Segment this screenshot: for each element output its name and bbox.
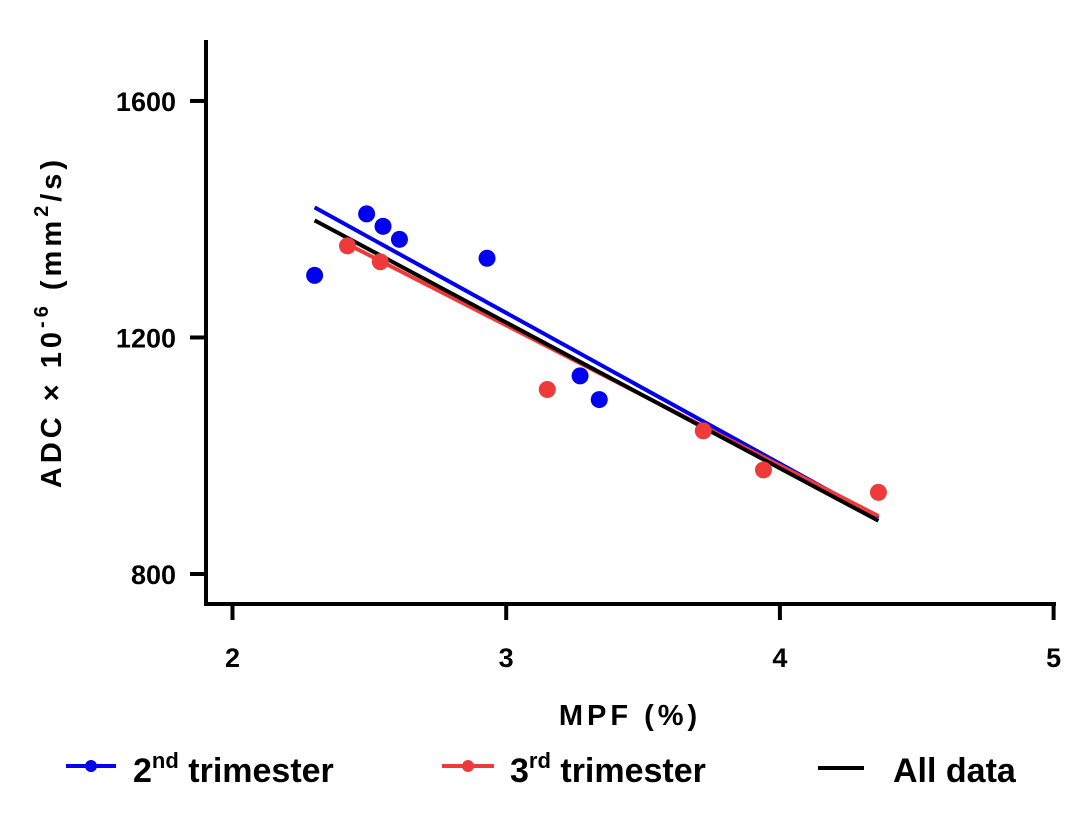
- y-tick-label: 1200: [116, 323, 176, 353]
- legend-item-2nd-trimester: 2nd trimester: [66, 748, 334, 790]
- y-axis-title-exponent: -6: [31, 302, 53, 328]
- data-point-2nd-trimester: [390, 230, 408, 248]
- legend-item-3rd-trimester: 3rd trimester: [442, 748, 706, 790]
- x-tick-label: 3: [499, 643, 514, 673]
- y-axis-title: ADC × 10-6 (mm2/s): [31, 156, 68, 488]
- data-point-2nd-trimester: [374, 217, 392, 235]
- y-axis-title-unit-close: /s): [36, 156, 68, 202]
- data-point-3rd-trimester: [538, 381, 556, 399]
- data-point-2nd-trimester: [478, 249, 496, 267]
- y-axis-title-unit-exponent: 2: [31, 202, 53, 217]
- legend: 2nd trimester 3rd trimester All data: [66, 748, 1017, 790]
- y-tick-label: 1600: [116, 87, 176, 117]
- legend-swatch-marker: [85, 760, 97, 772]
- y-ticks: 800 1200 1600: [116, 87, 206, 590]
- legend-label-3rd-trimester: 3rd trimester: [510, 748, 706, 790]
- data-point-2nd-trimester: [590, 391, 608, 409]
- data-point-2nd-trimester: [358, 205, 376, 223]
- x-tick-label: 5: [1046, 643, 1061, 673]
- fit-line-all-data: [313, 218, 880, 523]
- data-point-2nd-trimester: [306, 266, 324, 284]
- legend-swatch-marker: [462, 760, 474, 772]
- y-axis-title-unit-open: (mm: [36, 217, 68, 290]
- data-point-3rd-trimester: [371, 253, 389, 271]
- legend-label-2nd-trimester: 2nd trimester: [133, 748, 334, 790]
- x-axis-title: MPF (%): [559, 700, 701, 732]
- y-tick-label: 800: [131, 560, 176, 590]
- data-point-3rd-trimester: [338, 237, 356, 255]
- legend-item-all-data: All data: [818, 752, 1017, 790]
- fit-lines: [313, 205, 880, 523]
- x-tick-label: 4: [772, 643, 787, 673]
- x-tick-label: 2: [225, 643, 240, 673]
- data-point-3rd-trimester: [754, 461, 772, 479]
- data-point-2nd-trimester: [571, 367, 589, 385]
- data-point-3rd-trimester: [869, 483, 887, 501]
- y-axis-title-base: ADC × 10: [36, 328, 68, 488]
- data-point-3rd-trimester: [694, 422, 712, 440]
- x-ticks: 2 3 4 5: [225, 604, 1061, 673]
- legend-label-all-data: All data: [893, 752, 1017, 790]
- data-points: [306, 205, 887, 501]
